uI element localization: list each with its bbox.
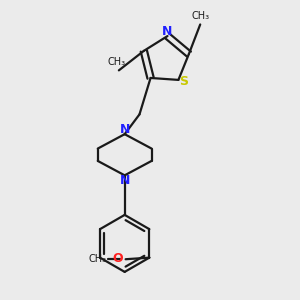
Text: N: N xyxy=(162,25,173,38)
Text: N: N xyxy=(119,123,130,136)
Text: S: S xyxy=(180,75,189,88)
Text: CH₃: CH₃ xyxy=(107,57,125,67)
Text: O: O xyxy=(112,252,123,266)
Text: CH₃: CH₃ xyxy=(192,11,210,21)
Text: N: N xyxy=(119,174,130,187)
Text: CH₃: CH₃ xyxy=(88,254,106,264)
